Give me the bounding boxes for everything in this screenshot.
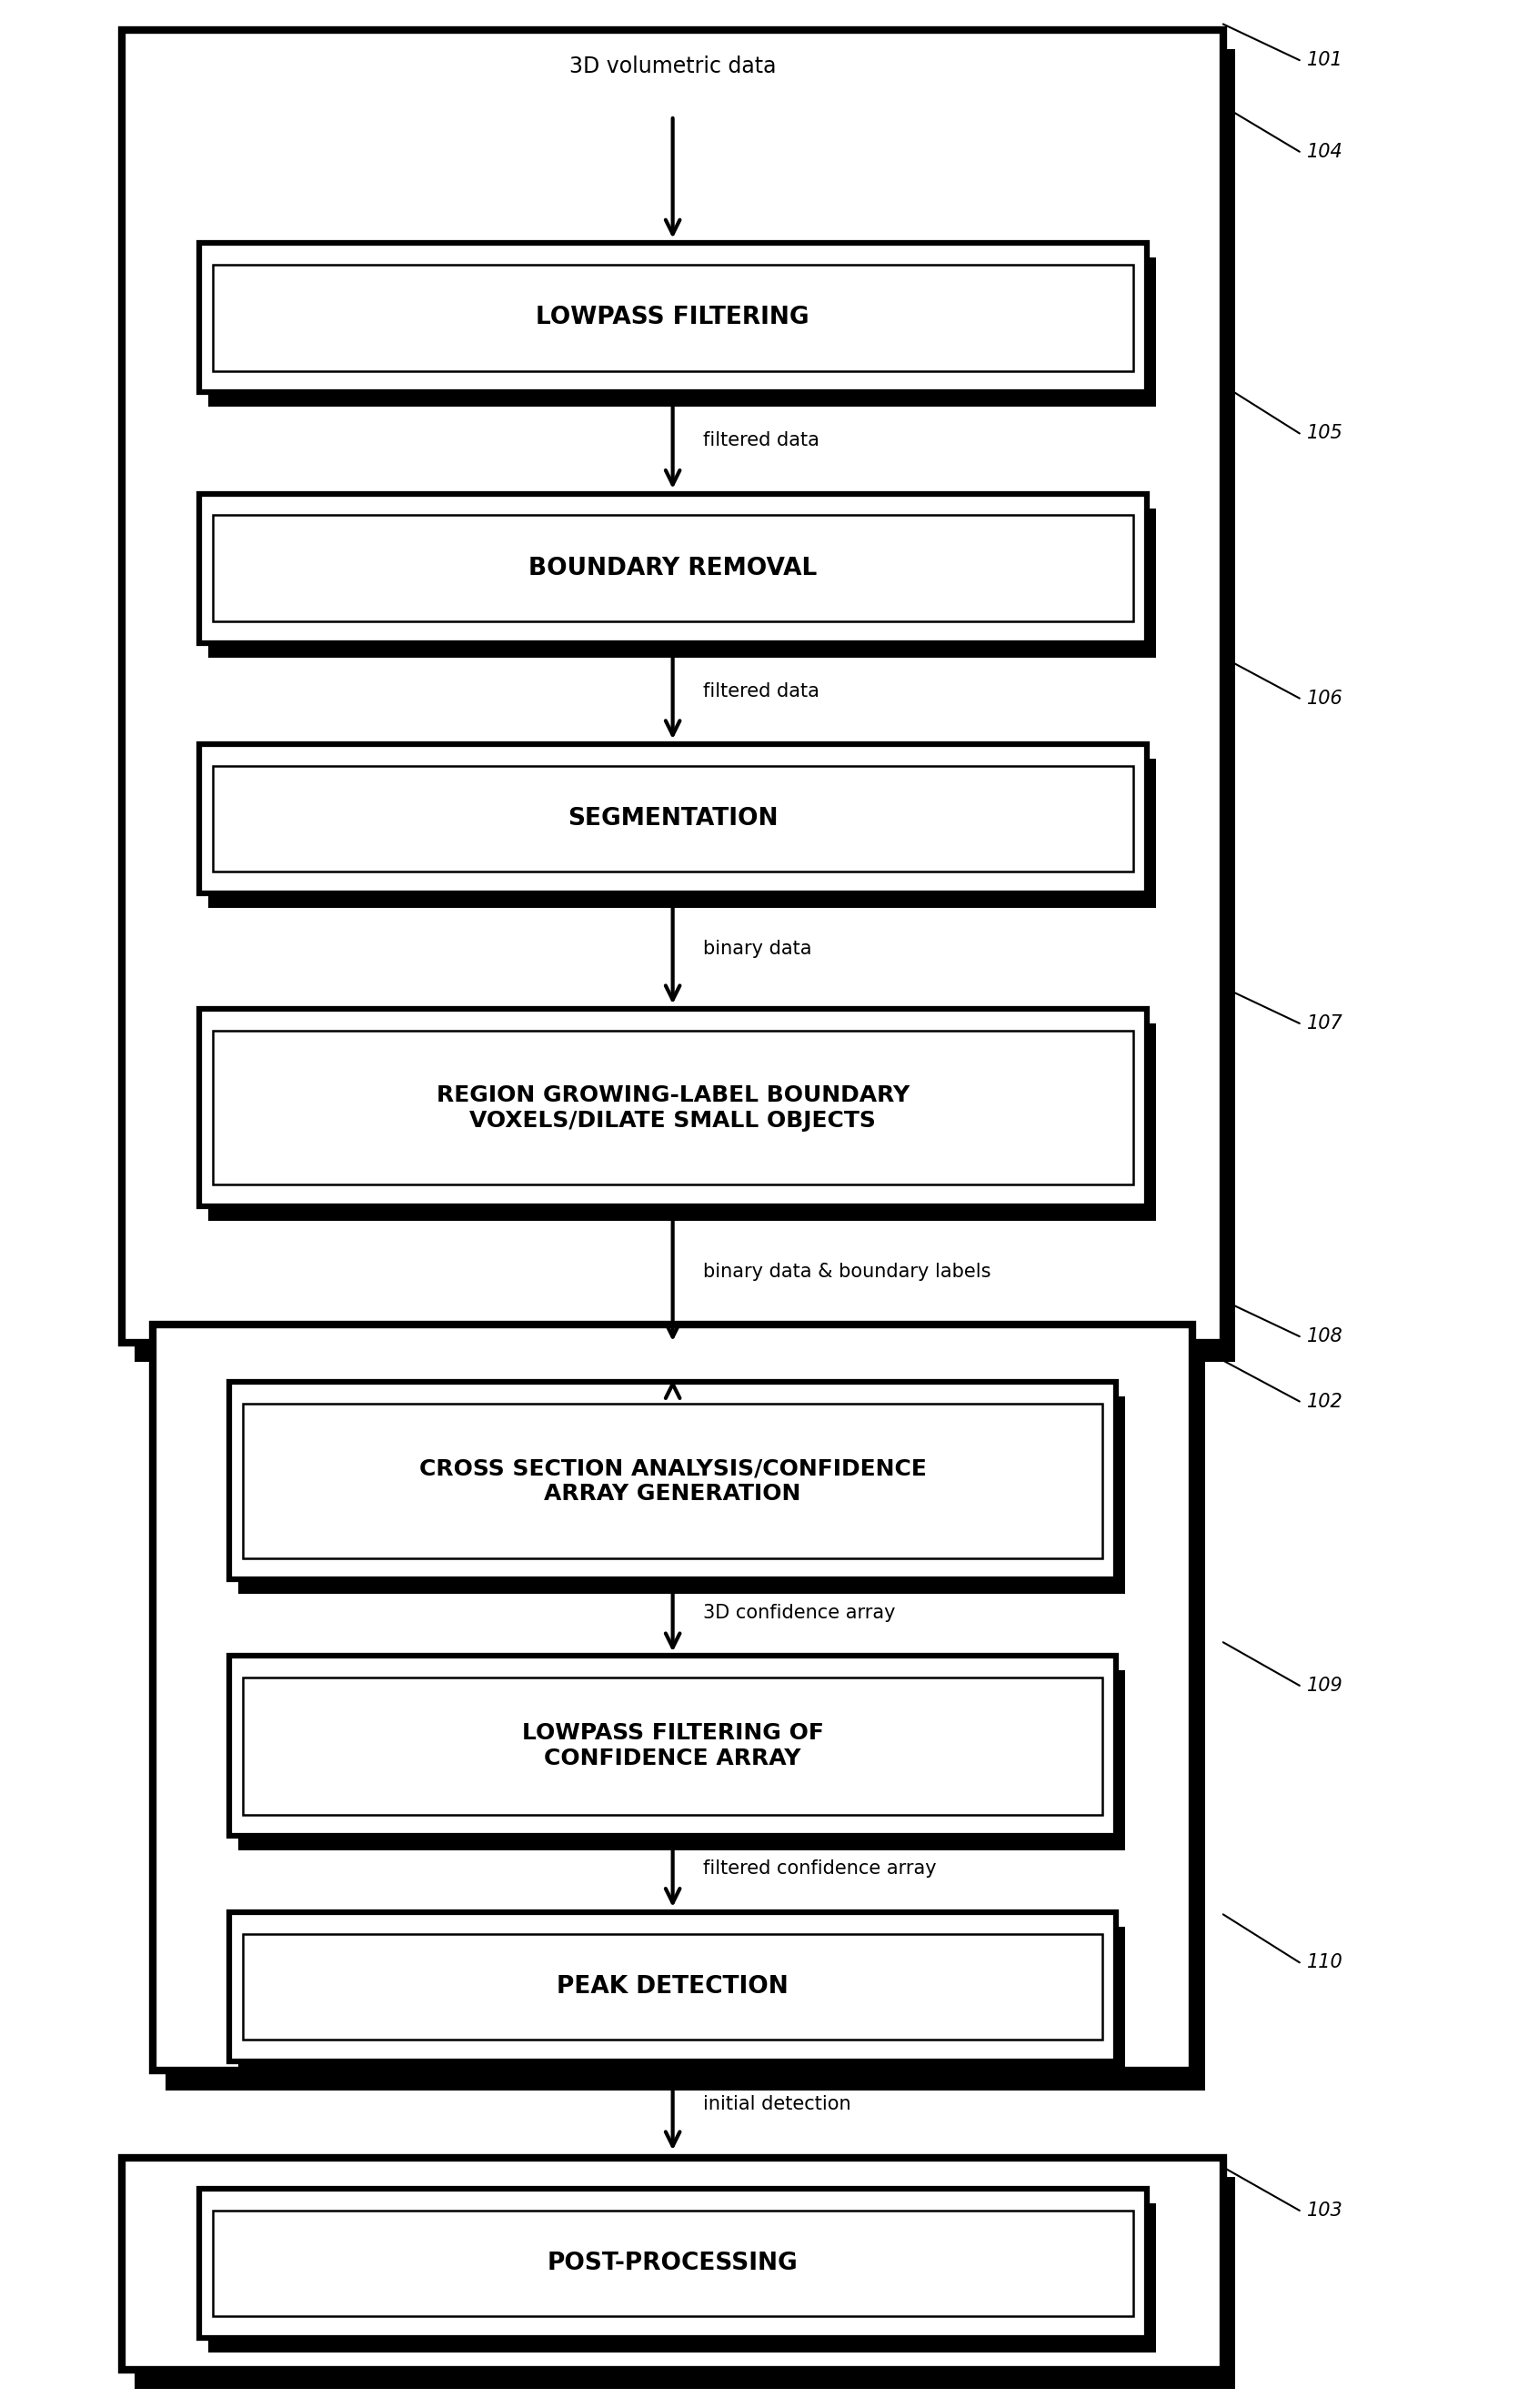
Bar <box>243 1676 1102 1816</box>
Bar <box>122 29 1222 1344</box>
Bar <box>134 2177 1235 2389</box>
Bar <box>134 51 1235 1363</box>
Text: 104: 104 <box>1306 142 1343 161</box>
Text: binary data & boundary labels: binary data & boundary labels <box>703 1262 990 1281</box>
Text: 107: 107 <box>1306 1014 1343 1033</box>
Bar <box>165 1344 1204 2090</box>
Bar <box>243 1934 1102 2040</box>
Bar <box>238 1671 1125 1849</box>
Text: 109: 109 <box>1306 1676 1343 1695</box>
Text: REGION GROWING-LABEL BOUNDARY
VOXELS/DILATE SMALL OBJECTS: REGION GROWING-LABEL BOUNDARY VOXELS/DIL… <box>435 1084 909 1132</box>
Bar <box>212 265 1132 371</box>
Text: 102: 102 <box>1306 1392 1343 1411</box>
Text: filtered data: filtered data <box>703 431 819 450</box>
Text: binary data: binary data <box>703 939 811 958</box>
Bar <box>238 1926 1125 2076</box>
Bar <box>212 515 1132 621</box>
Bar <box>208 1023 1155 1221</box>
Bar <box>208 759 1155 908</box>
Text: POST-PROCESSING: POST-PROCESSING <box>547 2251 798 2276</box>
Bar <box>212 1031 1132 1185</box>
Bar <box>208 2203 1155 2353</box>
Bar <box>199 494 1146 643</box>
Text: BOUNDARY REMOVAL: BOUNDARY REMOVAL <box>529 556 816 580</box>
Text: filtered data: filtered data <box>703 681 819 701</box>
Bar <box>212 2211 1132 2316</box>
Text: PEAK DETECTION: PEAK DETECTION <box>556 1975 788 1999</box>
Text: 105: 105 <box>1306 424 1343 443</box>
Bar <box>229 1912 1115 2061</box>
Text: LOWPASS FILTERING OF
CONFIDENCE ARRAY: LOWPASS FILTERING OF CONFIDENCE ARRAY <box>521 1722 824 1770</box>
Bar <box>208 258 1155 407</box>
Text: initial detection: initial detection <box>703 2095 851 2114</box>
Text: 101: 101 <box>1306 51 1343 70</box>
Text: SEGMENTATION: SEGMENTATION <box>567 807 778 831</box>
Bar <box>238 1397 1125 1594</box>
Text: filtered confidence array: filtered confidence array <box>703 1859 937 1878</box>
Text: 103: 103 <box>1306 2201 1343 2220</box>
Text: LOWPASS FILTERING: LOWPASS FILTERING <box>536 306 808 330</box>
Bar <box>243 1404 1102 1558</box>
Text: 110: 110 <box>1306 1953 1343 1972</box>
Bar <box>122 2158 1222 2369</box>
Bar <box>229 1657 1115 1835</box>
Bar <box>212 766 1132 872</box>
Bar <box>199 744 1146 893</box>
Bar <box>208 508 1155 657</box>
Text: 106: 106 <box>1306 689 1343 708</box>
Bar <box>229 1382 1115 1580</box>
Bar <box>153 1324 1192 2071</box>
Text: CROSS SECTION ANALYSIS/CONFIDENCE
ARRAY GENERATION: CROSS SECTION ANALYSIS/CONFIDENCE ARRAY … <box>419 1457 926 1505</box>
Text: 3D confidence array: 3D confidence array <box>703 1604 895 1623</box>
Bar <box>199 243 1146 393</box>
Bar <box>199 2189 1146 2338</box>
Text: 108: 108 <box>1306 1327 1343 1346</box>
Bar <box>199 1009 1146 1206</box>
Text: 3D volumetric data: 3D volumetric data <box>568 55 776 77</box>
